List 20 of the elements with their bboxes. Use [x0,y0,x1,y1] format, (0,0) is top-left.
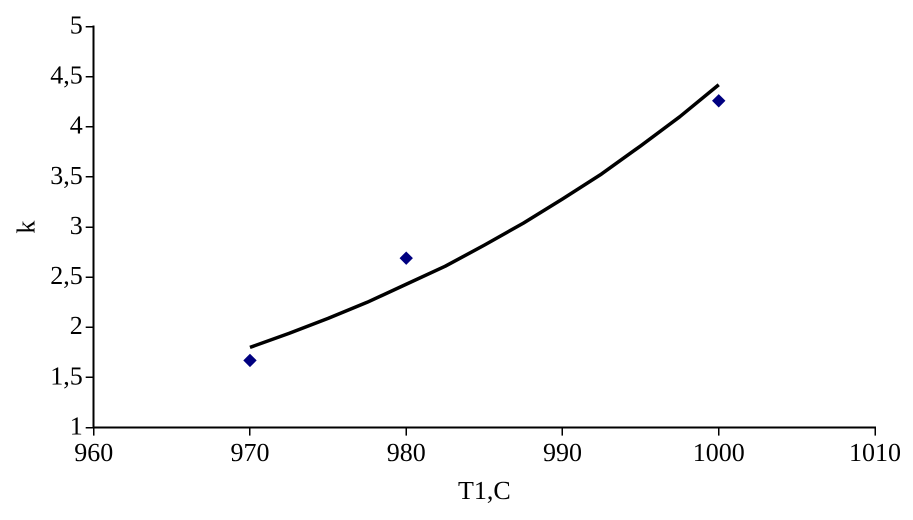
x-tick-label: 980 [386,438,426,468]
y-tick-label: 3 [70,210,83,240]
y-tick-label: 2,5 [50,261,83,290]
y-tick-label: 1,5 [50,361,83,390]
point [400,252,413,265]
y-tick-label: 2 [70,311,83,340]
y-tick-label: 4,5 [50,60,83,90]
x-tick-label: 970 [230,438,270,468]
point [712,94,726,108]
y-tick-label: 1 [70,411,83,440]
y-tick-label: 4 [70,110,83,140]
y-tick-label: 3,5 [50,160,83,190]
x-axis-title: T1,C [458,476,511,506]
y-tick-label: 5 [70,10,83,40]
x-tick-label: 1000 [692,438,745,468]
x-tick-label: 960 [74,438,114,468]
point [243,354,256,367]
x-tick-label: 1010 [849,438,901,468]
y-axis-title: k [11,220,40,234]
x-tick-label: 990 [542,438,582,468]
